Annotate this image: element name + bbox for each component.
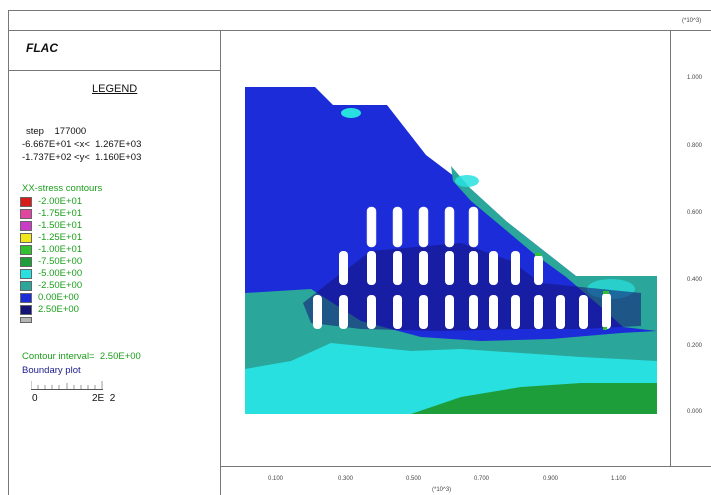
contour-label: -2.50E+00 [38, 280, 83, 291]
scale-right-label: 2E 2 [92, 393, 116, 404]
y-range-label: -1.737E+02 <y< 1.160E+03 [22, 152, 142, 163]
excavation-row-middle [339, 251, 543, 285]
contour-swatch [20, 209, 32, 219]
contour-swatch [20, 281, 32, 291]
x-tick-label: 0.500 [406, 476, 422, 482]
contour-swatch [20, 293, 32, 303]
stress-hotspots [535, 253, 609, 330]
y-tick-label: 0.800 [687, 143, 703, 149]
plot-frame [8, 10, 711, 495]
step-label: step 177000 [26, 126, 87, 137]
contour-label: -1.00E+01 [38, 244, 83, 255]
contour-swatch [20, 245, 32, 255]
x-tick-label: 0.300 [338, 476, 354, 482]
y-tick-label: 0.600 [687, 210, 703, 216]
x-axis-multiplier: (*10^3) [432, 487, 452, 493]
y-tick-label: 0.200 [687, 343, 703, 349]
crest-anomaly [341, 108, 361, 118]
contour-label: 0.00E+00 [38, 292, 79, 303]
legend-title: LEGEND [92, 83, 138, 95]
contour-label: -7.50E+00 [38, 256, 83, 267]
contours-title: XX-stress contours [22, 183, 103, 194]
contour-swatch [20, 269, 32, 279]
contour-label: -5.00E+00 [38, 268, 83, 279]
stress-contour-plot [245, 87, 657, 414]
legend-panel: FLAC LEGEND step 177000 -6.667E+01 <x< 1… [8, 31, 221, 495]
contour-label: -2.00E+01 [38, 196, 83, 207]
y-tick-label: 0.400 [687, 277, 703, 283]
contour-swatch [20, 233, 32, 243]
x-tick-label: 0.900 [543, 476, 559, 482]
contour-interval: Contour interval= 2.50E+00 [22, 351, 141, 362]
y-axis-multiplier: (*10^3) [682, 18, 702, 24]
x-tick-label: 0.100 [268, 476, 284, 482]
y-tick-label: 1.000 [687, 75, 703, 81]
contour-swatch [20, 257, 32, 267]
face-anomaly [455, 175, 479, 187]
boundary-plot-label: Boundary plot [22, 365, 81, 376]
app-title: FLAC [26, 41, 58, 55]
contour-label: -1.25E+01 [38, 232, 83, 243]
contour-swatch [20, 221, 32, 231]
excavation-row-lower [313, 293, 611, 329]
contour-label: -1.75E+01 [38, 208, 83, 219]
contour-swatch [20, 305, 32, 315]
x-range-label: -6.667E+01 <x< 1.267E+03 [22, 139, 142, 150]
scale-left-label: 0 [32, 393, 38, 404]
top-band [8, 10, 711, 31]
y-tick-label: 0.000 [687, 409, 703, 415]
scale-bar [31, 381, 103, 390]
x-tick-label: 0.700 [474, 476, 490, 482]
y-axis-band [670, 31, 711, 466]
contour-swatch-extra [20, 317, 32, 323]
x-axis-band [221, 466, 711, 495]
green-zone [411, 383, 657, 414]
title-box: FLAC [8, 31, 220, 71]
x-tick-label: 1.100 [611, 476, 627, 482]
contour-label: 2.50E+00 [38, 304, 79, 315]
contour-label: -1.50E+01 [38, 220, 83, 231]
excavation-row-upper [366, 206, 479, 248]
contour-swatch [20, 197, 32, 207]
